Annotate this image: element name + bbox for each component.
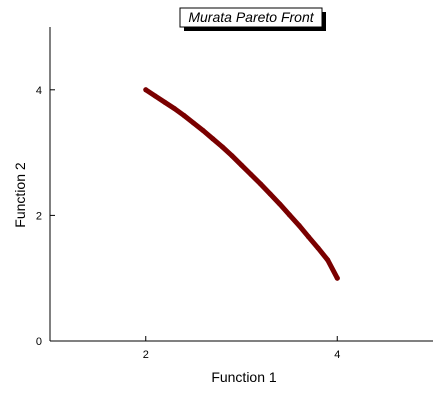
pareto-point [143, 87, 149, 93]
pareto-point [181, 113, 187, 118]
pareto-point [277, 201, 283, 207]
series-layer [143, 87, 340, 281]
pareto-point [239, 162, 244, 168]
pareto-point [200, 128, 206, 134]
y-tick-label: 2 [36, 210, 42, 222]
axes [49, 27, 433, 342]
pareto-point [315, 245, 321, 251]
chart-title-box: Murata Pareto Front [179, 7, 326, 31]
pareto-point [210, 136, 216, 142]
y-tick-label: 0 [36, 336, 42, 348]
pareto-front-line [143, 87, 340, 281]
x-axis-label: Function 1 [211, 369, 277, 385]
pareto-point [325, 257, 331, 263]
ticks: 2 4 0 2 4 [36, 85, 340, 361]
pareto-point [334, 275, 340, 281]
y-tick-label: 4 [36, 85, 42, 97]
chart-title: Murata Pareto Front [188, 9, 314, 25]
pareto-point [248, 172, 254, 178]
pareto-point [219, 144, 225, 150]
pareto-point [191, 120, 197, 126]
pareto-point [286, 212, 292, 218]
pareto-point [152, 93, 158, 99]
pareto-point [267, 191, 273, 197]
pareto-point [306, 234, 311, 240]
pareto-point [229, 153, 235, 159]
pareto-point [296, 222, 302, 228]
pareto-point [258, 181, 264, 187]
y-axis-label: Function 2 [12, 162, 28, 228]
pareto-point [172, 106, 177, 112]
x-tick-label: 4 [334, 349, 340, 361]
chart-title-frame [179, 7, 323, 28]
pareto-point [162, 99, 168, 105]
x-tick-label: 2 [143, 349, 149, 361]
